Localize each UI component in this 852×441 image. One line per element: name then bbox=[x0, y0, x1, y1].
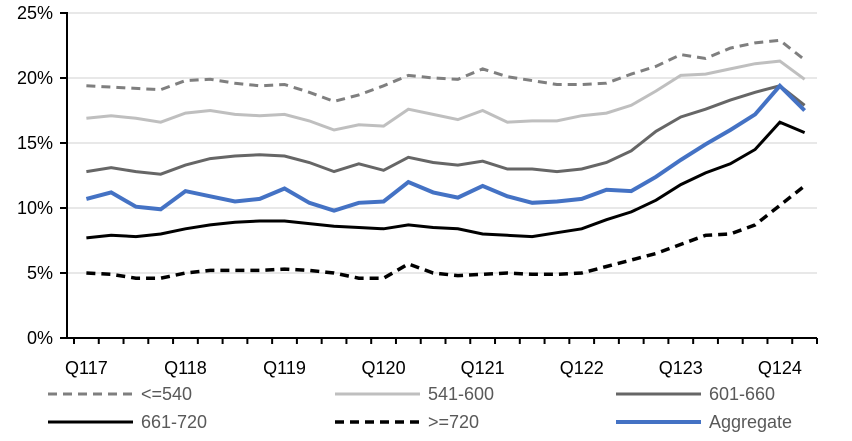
legend-item-540: <=540 bbox=[48, 384, 192, 404]
legend-item-720: >=720 bbox=[335, 412, 479, 432]
x-axis-label: Q122 bbox=[560, 358, 604, 378]
series-line-aggregate bbox=[85, 82, 807, 213]
y-axis-label: 10% bbox=[17, 198, 53, 218]
legend-item-661-720: 661-720 bbox=[48, 412, 207, 432]
x-axis-label: Q119 bbox=[263, 358, 306, 378]
y-axis-label: 15% bbox=[17, 133, 53, 153]
x-axis-label: Q118 bbox=[164, 358, 207, 378]
series-line-661-720 bbox=[86, 120, 806, 240]
legend-label-720: >=720 bbox=[428, 412, 479, 432]
x-axis-label: Q117 bbox=[65, 358, 108, 378]
x-axis-label: Q123 bbox=[659, 358, 703, 378]
legend-label-541-600: 541-600 bbox=[428, 384, 494, 404]
series-line-720 bbox=[86, 184, 806, 280]
series-line-541-600 bbox=[86, 59, 806, 132]
legend-item-541-600: 541-600 bbox=[335, 384, 494, 404]
x-axis-label: Q121 bbox=[461, 358, 505, 378]
legend-item-601-660: 601-660 bbox=[616, 384, 775, 404]
legend-label-540: <=540 bbox=[141, 384, 192, 404]
legend-item-aggregate: Aggregate bbox=[616, 412, 792, 432]
series-line-601-660 bbox=[86, 84, 806, 176]
y-axis-label: 5% bbox=[27, 263, 53, 283]
legend-label-661-720: 661-720 bbox=[141, 412, 207, 432]
series-line-540 bbox=[86, 38, 806, 103]
x-axis-label: Q120 bbox=[362, 358, 406, 378]
y-axis-label: 20% bbox=[17, 68, 53, 88]
y-axis-label: 0% bbox=[27, 328, 53, 348]
y-axis-label: 25% bbox=[17, 3, 53, 23]
x-axis-label: Q124 bbox=[758, 358, 802, 378]
legend-label-aggregate: Aggregate bbox=[709, 412, 792, 432]
legend-label-601-660: 601-660 bbox=[709, 384, 775, 404]
